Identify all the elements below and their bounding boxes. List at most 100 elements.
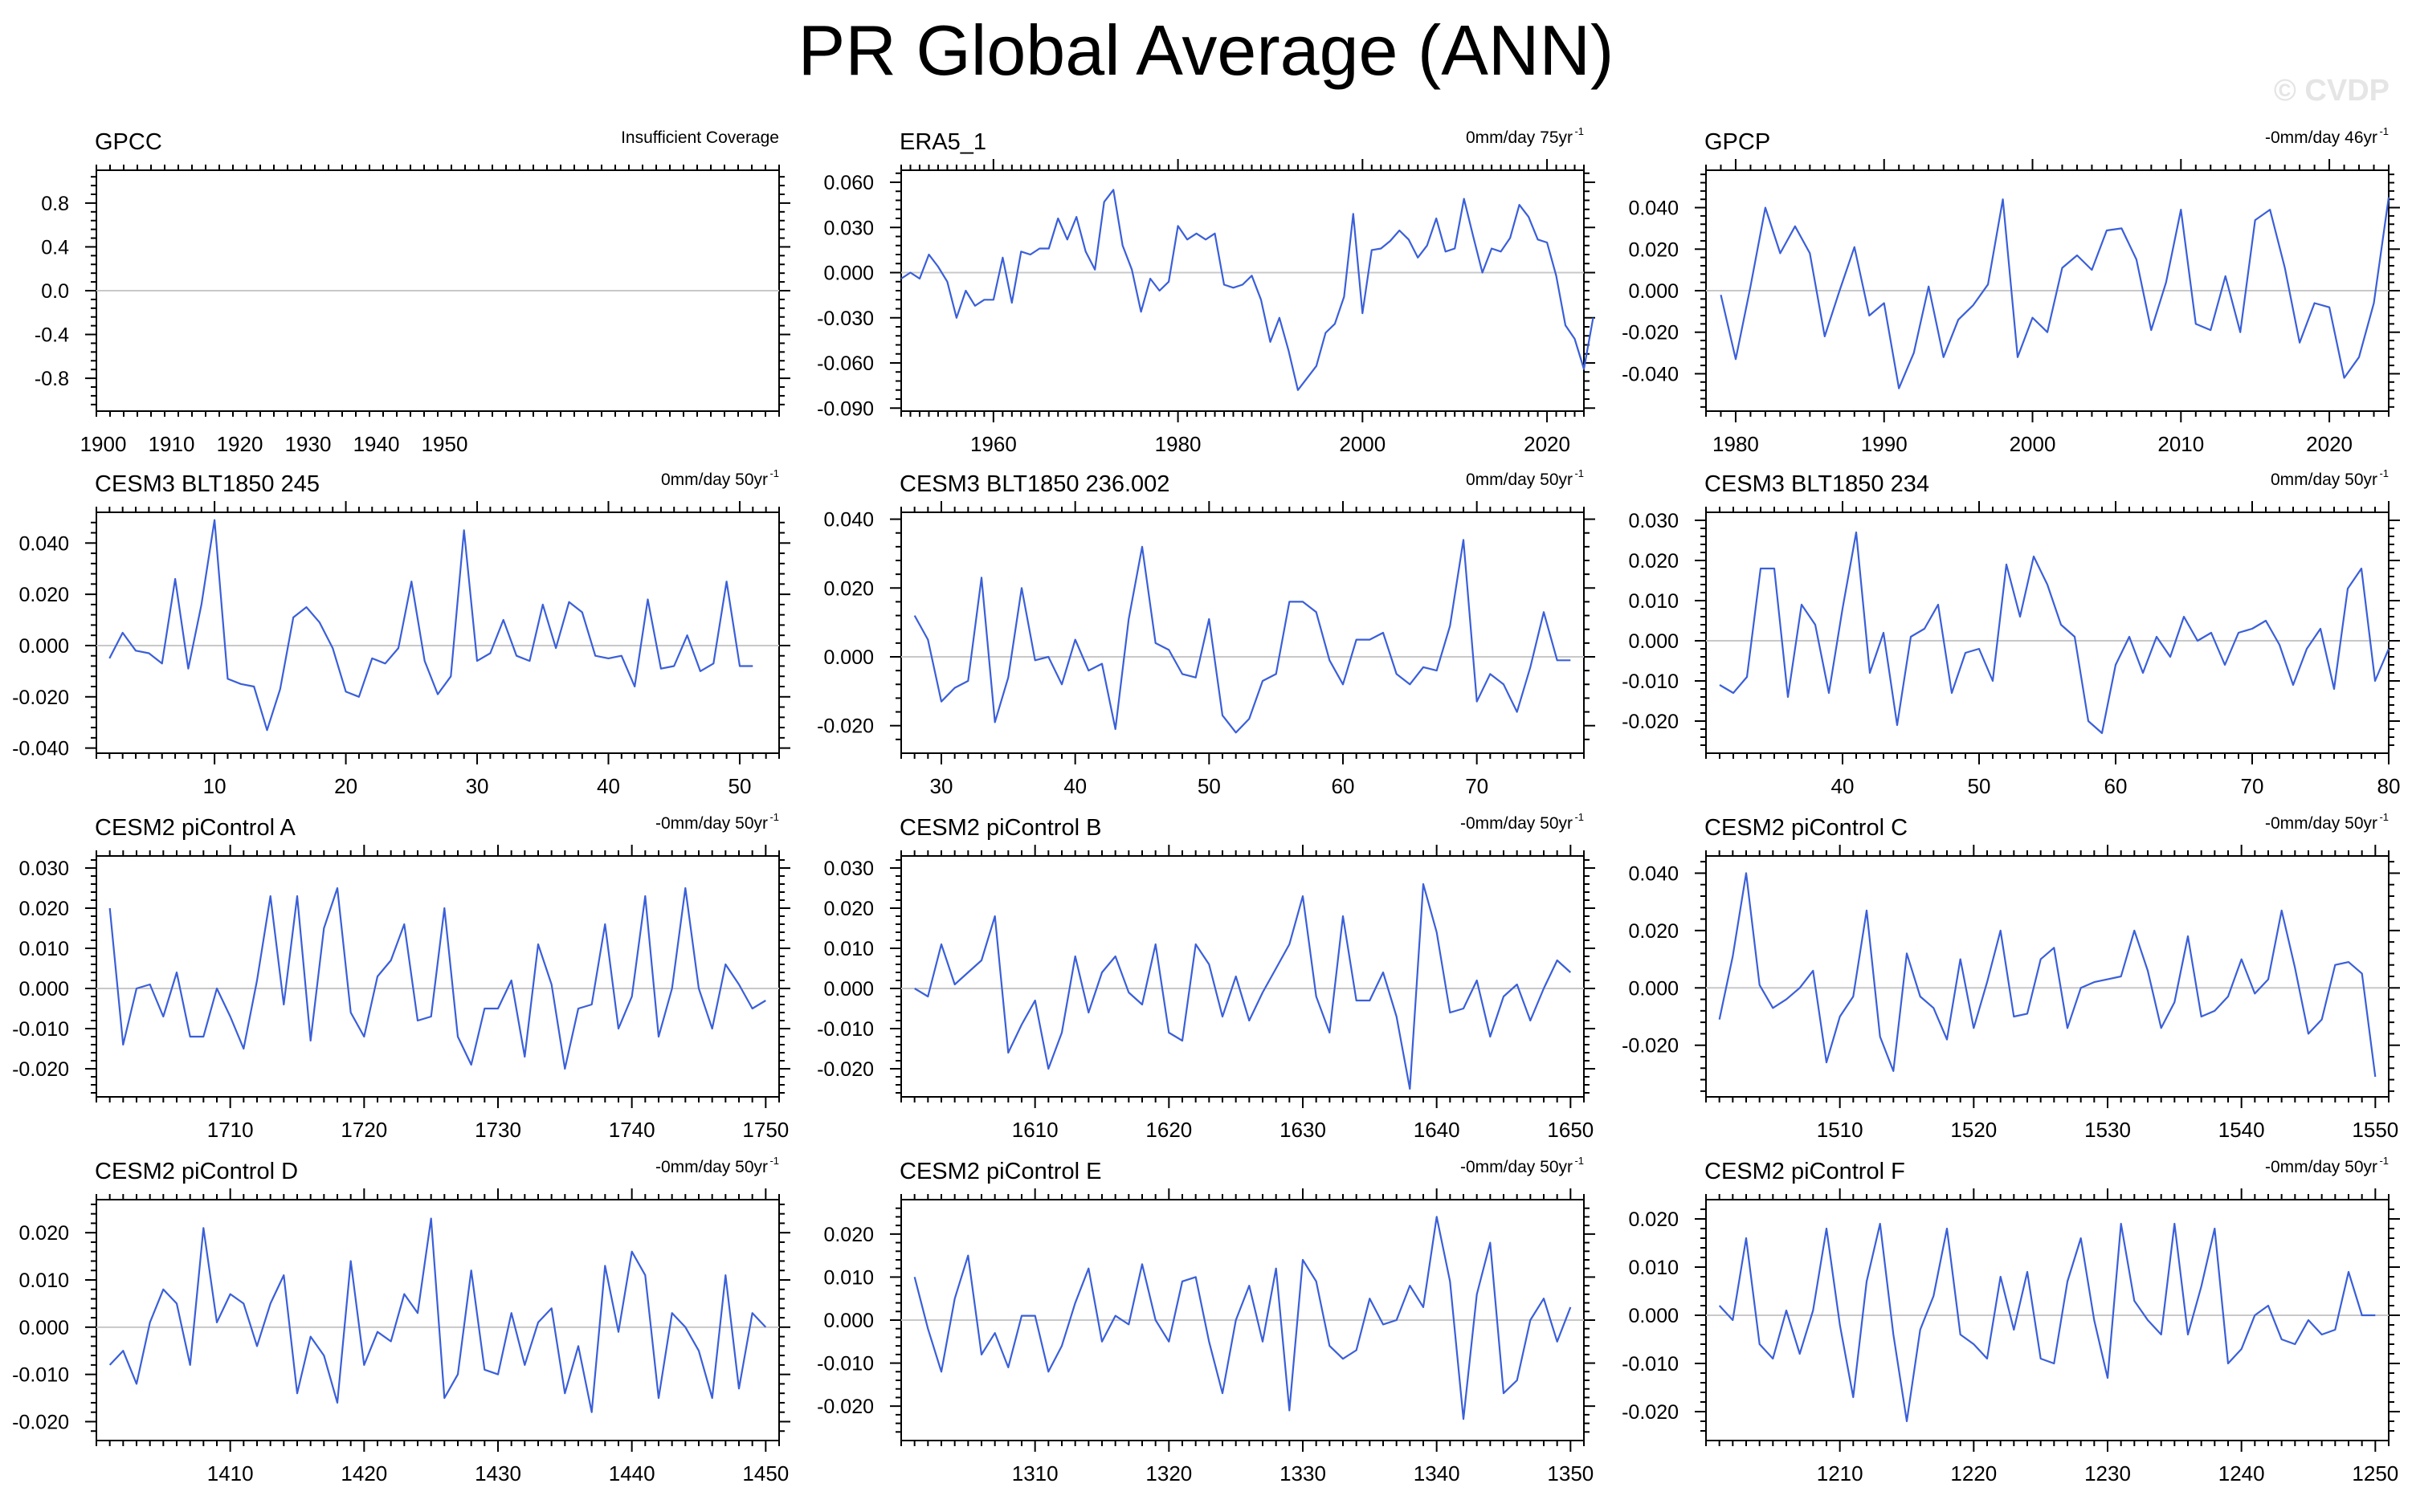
y-tick-label: 0.000 [823,1310,874,1332]
x-tick-label: 1640 [1414,1118,1460,1142]
y-tick-label: 0.000 [1628,977,1679,1000]
panel-subtitle: 0mm/day 50yr [2271,471,2377,489]
panel-subtitle: -0mm/day 50yr [1460,814,1573,833]
y-tick-label: -0.010 [817,1353,874,1375]
panel-subtitle: 0mm/day 75yr [1466,128,1573,147]
x-tick-label: 1900 [80,432,127,456]
y-tick-label: 0.040 [18,532,69,555]
plot-frame [1705,1199,2390,1441]
x-tick-label: 1410 [207,1461,254,1486]
chart-panel: 1710 1720 1730 1740 1750 0.030 0.020 0.010 0.000… [12,811,790,1142]
x-tick-label: 1610 [1012,1118,1059,1142]
x-tick-label: 40 [597,774,620,798]
panel-title: CESM2 piControl D [95,1159,298,1184]
y-tick-label: 0.000 [18,978,69,1001]
y-tick-label: 0.000 [18,635,69,658]
y-tick-label: 0.020 [1628,1208,1679,1231]
x-tick-label: 1430 [475,1461,521,1486]
panel-subtitle-exponent: -1 [2379,467,2389,479]
panel-subtitle-exponent: -1 [769,811,779,823]
y-tick-label: 0.000 [1628,1305,1679,1327]
y-tick-label: -0.060 [817,353,874,375]
x-tick-label: 60 [2104,774,2128,798]
x-tick-label: 2020 [1524,432,1570,456]
x-tick-label: 1440 [609,1461,655,1486]
x-tick-label: 1330 [1279,1461,1326,1486]
y-tick-label: 0.000 [18,1317,69,1339]
y-tick-label: -0.010 [817,1018,874,1041]
x-tick-label: 1340 [1414,1461,1460,1486]
y-tick-label: -0.020 [817,1396,874,1418]
x-tick-label: 1920 [217,432,263,456]
x-tick-label: 1950 [422,432,468,456]
x-tick-label: 1630 [1279,1118,1326,1142]
y-tick-label: 0.4 [41,236,69,259]
panel-subtitle: -0mm/day 50yr [655,1158,768,1176]
panel-title: GPCC [95,129,162,155]
y-tick-label: -0.040 [12,738,69,760]
y-tick-label: -0.020 [1622,711,1679,733]
plot-frame [96,511,780,754]
chart-panel: 1960 1980 2000 2020 0.060 0.030 0.000 -0.030 -0.… [817,125,1595,456]
x-tick-label: 1650 [1547,1118,1594,1142]
y-tick-label: 0.020 [823,577,874,600]
panel-title: CESM2 piControl C [1704,815,1908,841]
chart-panel: 1900 1910 1920 1930 1940 1950 0.8 0.4 0.0 -0.4 -0.… [35,128,790,456]
y-tick-label: 0.000 [823,646,874,669]
x-tick-label: 1420 [341,1461,387,1486]
x-tick-label: 1620 [1145,1118,1192,1142]
y-tick-label: 0.010 [1628,1257,1679,1279]
y-tick-label: 0.030 [18,858,69,880]
panel-title: CESM2 piControl F [1704,1159,1905,1184]
x-tick-label: 1990 [1861,432,1908,456]
x-tick-label: 1540 [2218,1118,2265,1142]
y-tick-label: 0.020 [18,898,69,920]
y-tick-label: -0.020 [12,687,69,709]
plot-frame [96,1199,780,1441]
panel-title: CESM2 piControl B [900,815,1101,841]
x-tick-label: 1980 [1155,432,1202,456]
x-tick-label: 2020 [2306,432,2353,456]
y-tick-label: 0.020 [1628,920,1679,943]
plot-frame [96,855,780,1098]
x-tick-label: 30 [930,774,953,798]
x-tick-label: 2000 [2010,432,2056,456]
x-tick-label: 1350 [1547,1461,1594,1486]
y-tick-label: -0.8 [35,368,69,390]
y-tick-label: 0.020 [1628,238,1679,261]
x-tick-label: 1720 [341,1118,387,1142]
panel-subtitle-exponent: -1 [2379,125,2389,137]
panel-subtitle-exponent: -1 [769,1155,779,1167]
panel-title: CESM2 piControl A [95,815,296,841]
y-tick-label: -0.020 [1622,1035,1679,1058]
y-tick-label: -0.010 [12,1018,69,1041]
series-line [108,1217,767,1413]
x-tick-label: 80 [2377,774,2401,798]
y-tick-label: 0.8 [41,193,69,215]
chart-panel: 10 20 30 40 50 0.040 0.020 0.000 -0.020 -0.040 CES… [12,467,790,798]
panel-subtitle: -0mm/day 50yr [1460,1158,1573,1176]
x-tick-label: 50 [728,774,752,798]
x-tick-label: 1310 [1012,1461,1059,1486]
x-tick-label: 1230 [2084,1461,2131,1486]
y-tick-label: 0.040 [1628,198,1679,220]
x-tick-label: 1450 [742,1461,789,1486]
x-tick-label: 2000 [1339,432,1386,456]
chart-panel: 1210 1220 1230 1240 1250 0.020 0.010 0.000 -0.01… [1622,1155,2400,1486]
x-tick-label: 70 [1465,774,1488,798]
panel-title: GPCP [1704,129,1770,155]
watermark: © CVDP [2273,74,2390,108]
x-tick-label: 50 [1968,774,1991,798]
y-tick-label: 0.030 [823,217,874,239]
panel-subtitle: 0mm/day 50yr [1466,471,1573,489]
y-tick-label: 0.010 [1628,590,1679,613]
panel-subtitle-exponent: -1 [1574,811,1584,823]
y-tick-label: -0.020 [12,1411,69,1433]
y-tick-label: 0.020 [18,584,69,606]
panel-subtitle-exponent: -1 [1574,467,1584,479]
panel-subtitle: -0mm/day 46yr [2265,128,2377,147]
x-tick-label: 1710 [207,1118,254,1142]
panel-subtitle: -0mm/day 50yr [2265,814,2377,833]
panel-title: ERA5_1 [900,129,986,155]
plot-frame [1705,511,2390,754]
